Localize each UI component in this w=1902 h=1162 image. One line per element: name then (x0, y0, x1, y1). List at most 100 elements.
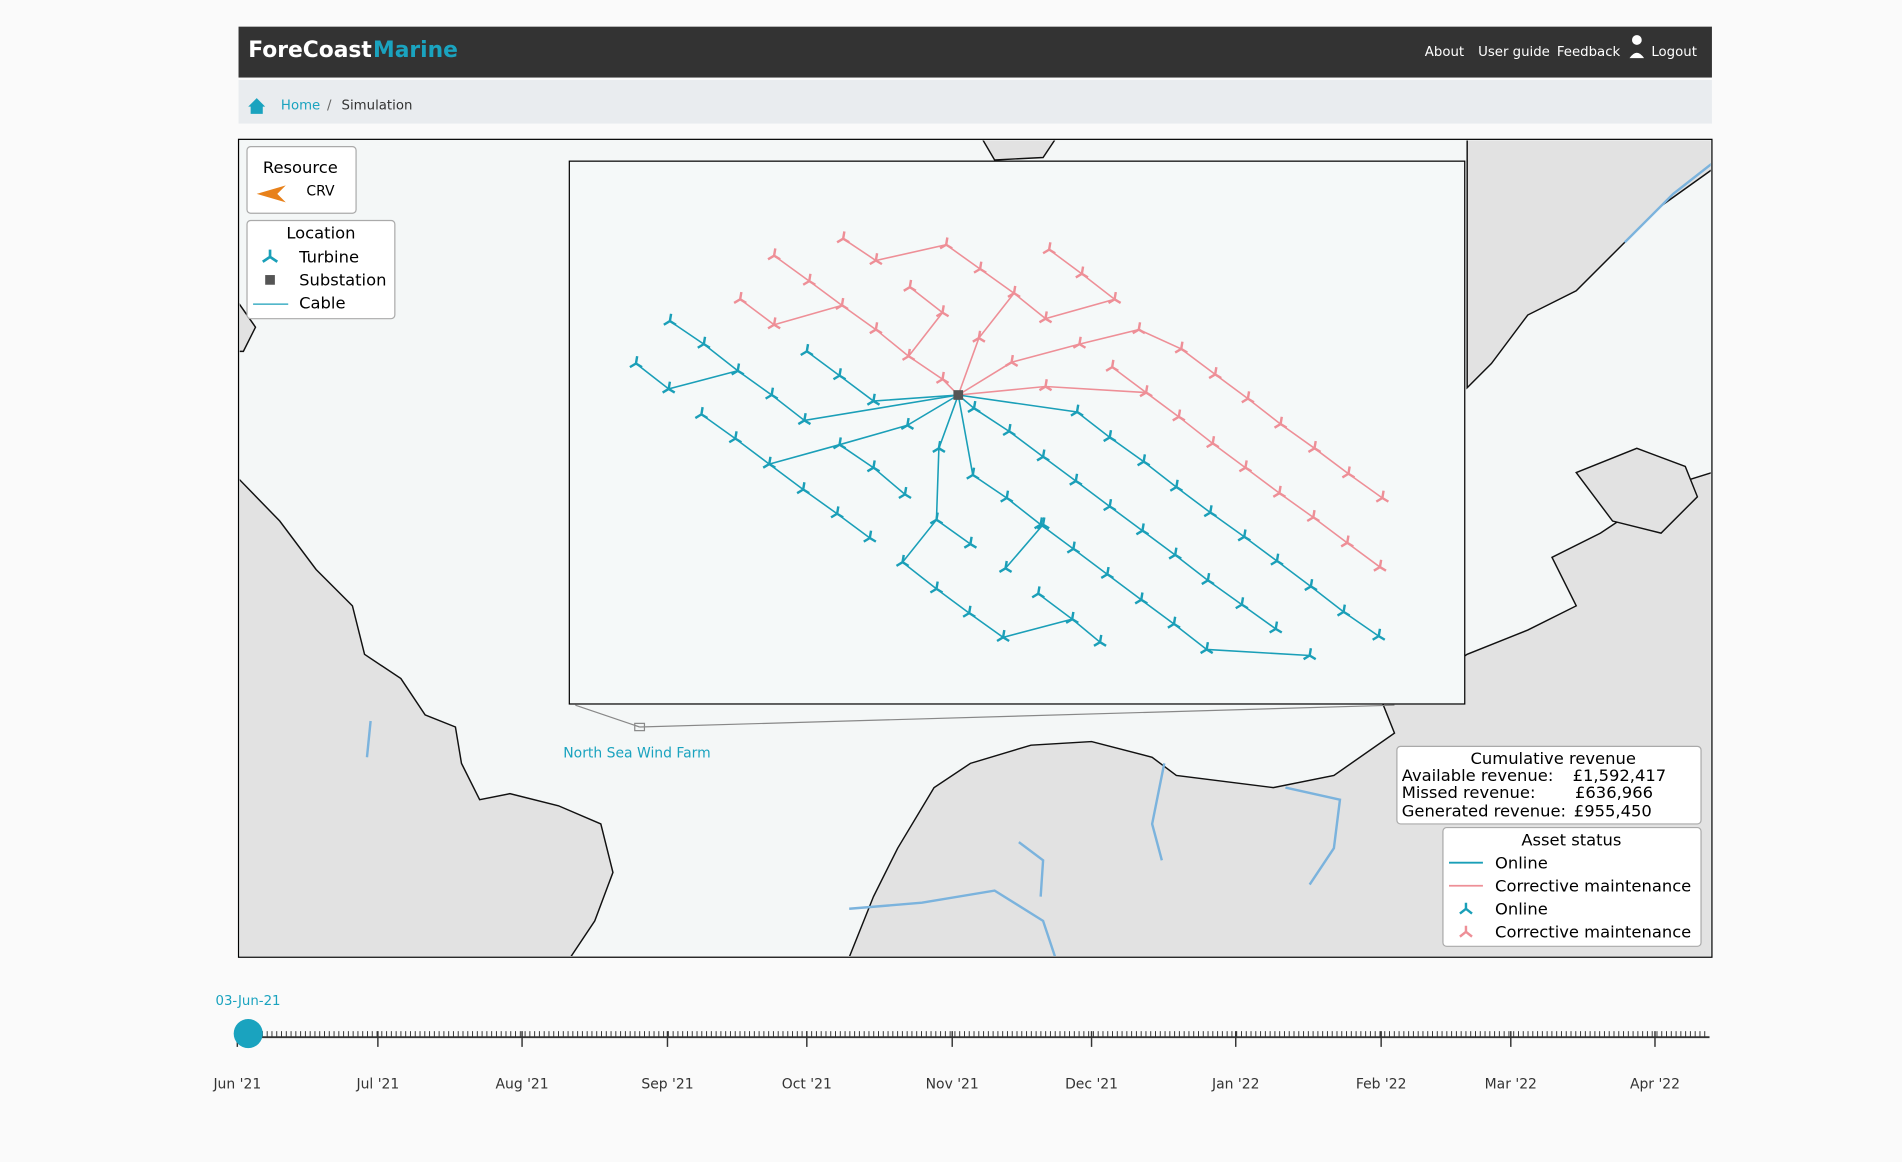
turbine (1273, 416, 1288, 429)
month-label: Jan '22 (1211, 1076, 1259, 1092)
land (982, 140, 1056, 161)
turbine (1135, 523, 1150, 536)
header-bar (238, 26, 1712, 78)
legend-label: Online (1495, 899, 1548, 918)
turbine (830, 506, 844, 519)
turbine (1174, 341, 1188, 354)
turbine (762, 456, 776, 469)
turbine (898, 486, 912, 500)
turbine (663, 313, 677, 326)
turbine (1270, 553, 1284, 566)
turbine (1134, 592, 1148, 605)
river (1150, 763, 1166, 861)
turbine (1372, 628, 1386, 641)
turbine (1336, 604, 1351, 617)
inset-frame (568, 160, 1466, 705)
cable (1004, 524, 1044, 569)
cable (769, 394, 959, 465)
turbine (866, 460, 881, 473)
turbine (1070, 404, 1084, 417)
revenue-box (1396, 745, 1702, 825)
timeline-current: 03-Jun-21 (216, 994, 281, 1009)
river (365, 720, 372, 758)
river (1285, 786, 1342, 886)
cable (958, 385, 1381, 568)
revenue-value: £1,592,417 (1573, 766, 1667, 785)
turbine (1072, 336, 1087, 349)
turbine (1307, 440, 1322, 453)
legend-box (246, 146, 357, 214)
turbine (832, 437, 847, 450)
month-label: Dec '21 (1065, 1076, 1118, 1092)
turbine (1100, 566, 1114, 580)
turbine (1203, 505, 1217, 518)
river (1623, 162, 1711, 244)
legend-title: Location (286, 223, 355, 242)
map: North Sea Wind Farm Resource CRV Locatio… (237, 138, 1713, 958)
nav-link[interactable]: About (1425, 45, 1464, 60)
turbine (694, 406, 709, 420)
turbine (1103, 499, 1117, 512)
turbine (932, 440, 946, 453)
turbine (903, 279, 917, 292)
turbine (1373, 559, 1387, 572)
breadcrumb-separator: / (327, 98, 332, 113)
turbine (1000, 490, 1014, 503)
timeline-ticks (236, 1031, 1706, 1047)
brand[interactable]: ForeCoast (248, 38, 372, 63)
turbine (733, 291, 747, 304)
turbine (802, 273, 816, 286)
turbine (1375, 490, 1390, 503)
land (1575, 447, 1699, 534)
vessel-icon (256, 185, 286, 203)
turbine (962, 605, 976, 618)
legend-label: Online (1495, 853, 1548, 872)
turbine (728, 431, 743, 444)
turbine (1269, 621, 1283, 634)
turbine (1139, 385, 1153, 398)
turbine (1168, 547, 1182, 560)
site-marker (634, 722, 646, 732)
turbine (767, 248, 781, 261)
turbine (869, 253, 883, 266)
turbine (1306, 509, 1320, 523)
turbine (901, 348, 916, 361)
turbine-icon (1459, 902, 1473, 915)
legend-label: Turbine (298, 248, 359, 267)
turbine (939, 237, 953, 250)
turbine (1304, 578, 1318, 592)
inset-connector (575, 704, 640, 728)
nav-link[interactable]: Feedback (1557, 45, 1621, 60)
turbine (869, 322, 883, 335)
turbine (796, 482, 810, 495)
breadcrumb-bar (238, 79, 1712, 124)
turbine (967, 400, 981, 414)
legend-title: Asset status (1521, 830, 1621, 849)
turbine (1241, 391, 1255, 404)
breadcrumb-link[interactable]: Home (281, 98, 320, 113)
turbine (1237, 529, 1251, 542)
legend-label: CRV (306, 183, 335, 199)
revenue-value: £955,450 (1574, 801, 1652, 820)
legend-box (246, 219, 396, 320)
turbine (1036, 517, 1050, 530)
turbine (935, 371, 950, 384)
turbine (973, 261, 987, 274)
turbine (1093, 634, 1107, 647)
home-icon[interactable] (248, 98, 266, 114)
month-label: Feb '22 (1356, 1076, 1407, 1092)
turbine (1002, 423, 1016, 437)
brand-accent[interactable]: Marine (373, 38, 458, 63)
turbine-icon (262, 249, 279, 263)
turbine (832, 368, 847, 381)
nav-link[interactable]: User guide (1478, 45, 1550, 60)
turbine (998, 560, 1013, 573)
turbine (661, 381, 676, 394)
turbine (895, 554, 910, 567)
timeline-handle[interactable] (233, 1019, 263, 1049)
legend-label: Substation (299, 271, 386, 290)
month-label: Mar '22 (1485, 1076, 1537, 1092)
nav-link[interactable]: Logout (1651, 45, 1697, 60)
turbine (1075, 266, 1089, 279)
